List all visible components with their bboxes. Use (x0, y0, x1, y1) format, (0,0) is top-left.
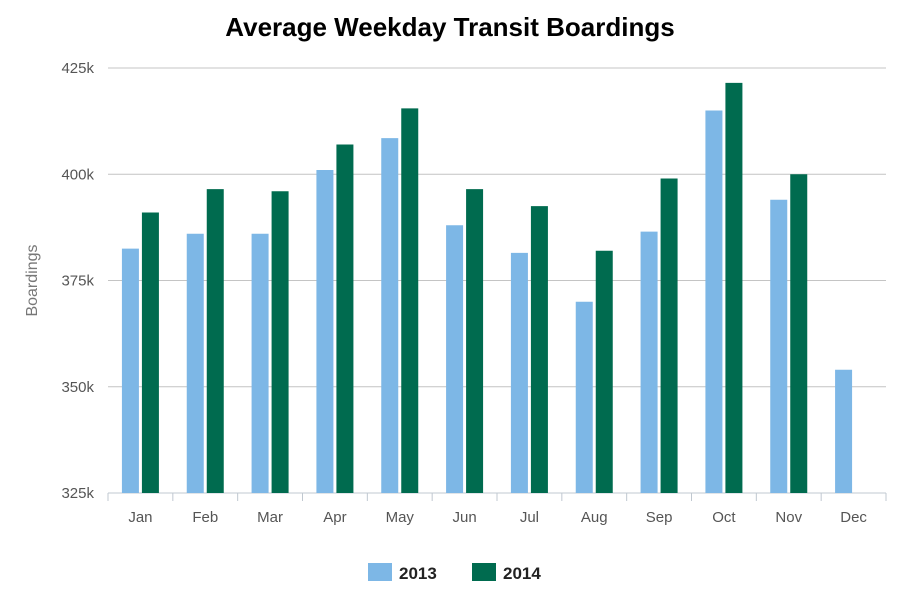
x-tick-label: Jun (452, 509, 476, 526)
bar-2014-oct (725, 82, 743, 493)
bar-2014-feb (206, 189, 224, 493)
x-tick-label: Mar (257, 509, 283, 526)
bar-2014-nov (790, 174, 808, 493)
x-tick-label: May (386, 509, 415, 526)
bar-2014-jan (141, 212, 159, 493)
legend-swatch-2014 (472, 563, 496, 581)
bar-2014-apr (336, 144, 354, 493)
bar-2013-feb (186, 233, 204, 493)
legend-label-2013: 2013 (399, 564, 437, 583)
bar-2014-mar (271, 191, 289, 493)
bar-2013-may (381, 138, 399, 493)
x-tick-label: Feb (192, 509, 218, 526)
bar-2014-aug (595, 250, 613, 493)
y-tick-label: 325k (61, 485, 94, 502)
x-tick-label: Dec (840, 509, 867, 526)
bar-2013-jun (446, 225, 464, 493)
legend-label-2014: 2014 (503, 564, 541, 583)
x-tick-label: Jan (128, 509, 152, 526)
bar-2013-dec (835, 369, 853, 493)
y-axis-title: Boardings (24, 244, 41, 316)
bar-2013-sep (640, 231, 658, 493)
bar-2013-mar (251, 233, 269, 493)
y-tick-label: 350k (61, 379, 94, 396)
bar-2013-jan (121, 248, 139, 493)
bar-2013-oct (705, 110, 723, 493)
legend-swatch-2013 (368, 563, 392, 581)
bar-2013-apr (316, 170, 334, 493)
chart-title: Average Weekday Transit Boardings (225, 12, 675, 42)
bar-2014-jun (466, 189, 484, 493)
y-tick-label: 400k (61, 166, 94, 183)
y-tick-label: 425k (61, 60, 94, 77)
x-tick-label: Apr (323, 509, 346, 526)
y-tick-label: 375k (61, 273, 94, 290)
x-tick-label: Oct (712, 509, 736, 526)
bar-2014-may (401, 108, 419, 493)
bar-2013-aug (575, 301, 593, 493)
bar-2014-jul (530, 206, 548, 493)
x-tick-label: Nov (775, 509, 802, 526)
bar-2013-jul (510, 252, 528, 493)
bar-2013-nov (770, 199, 788, 493)
x-tick-label: Jul (520, 509, 539, 526)
bar-2014-sep (660, 178, 678, 493)
x-tick-label: Sep (646, 509, 673, 526)
x-tick-label: Aug (581, 509, 608, 526)
